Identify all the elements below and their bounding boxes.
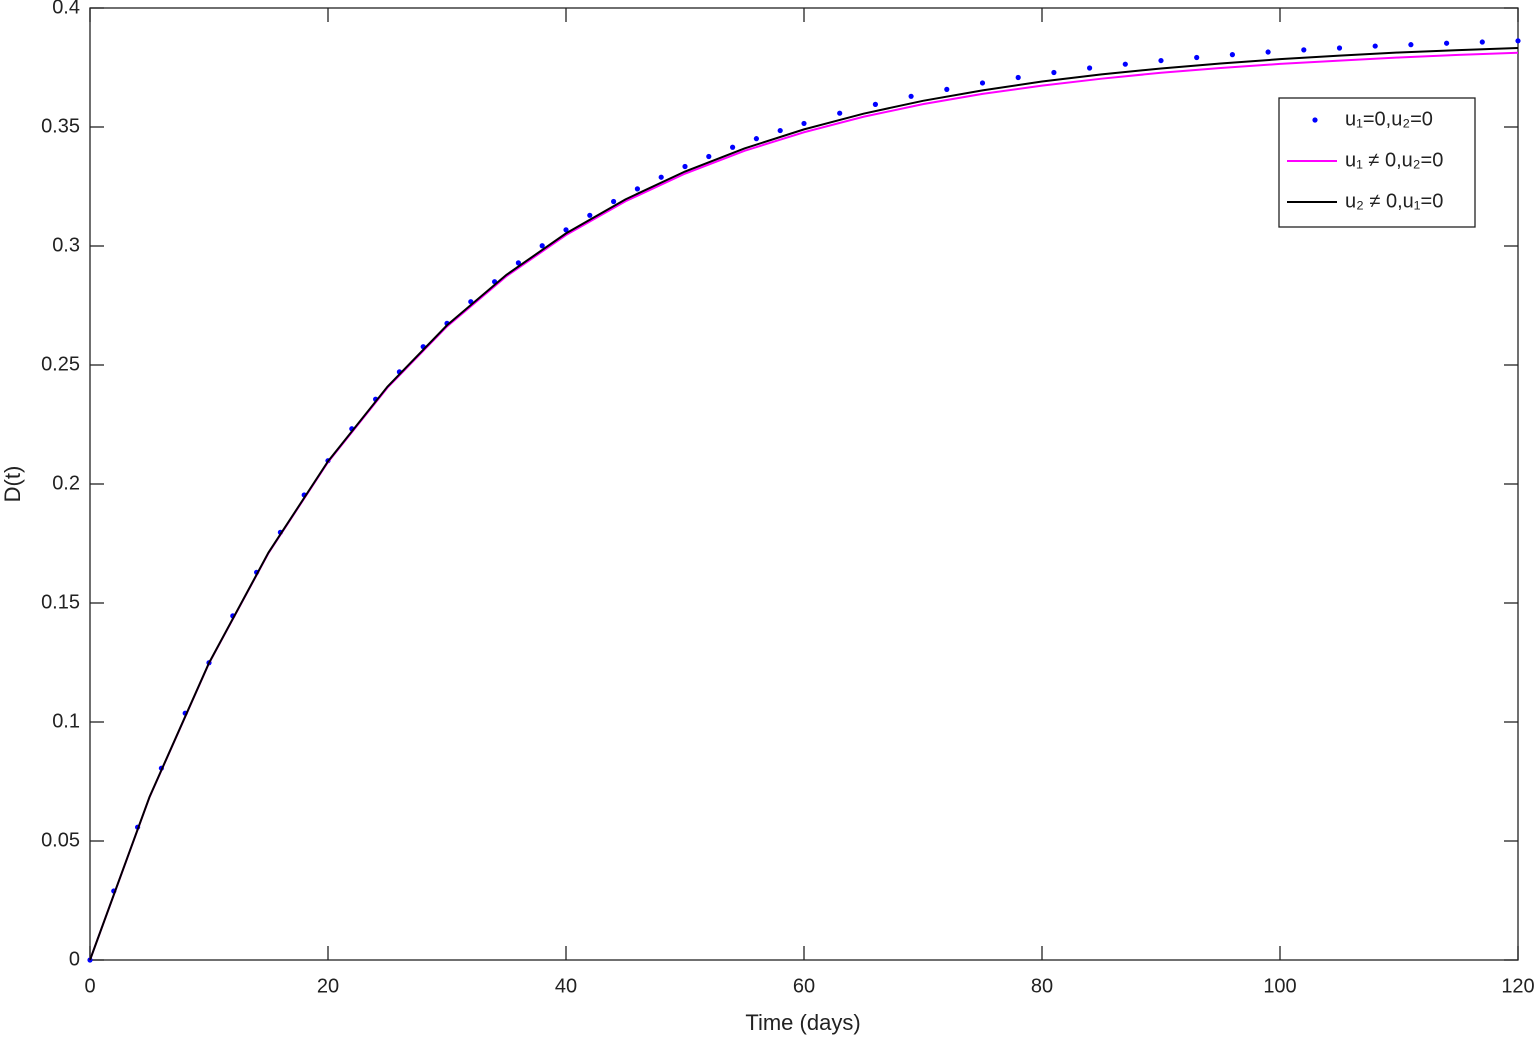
series-dot bbox=[1194, 54, 1200, 61]
series-dot bbox=[611, 198, 617, 205]
series-dot bbox=[1122, 61, 1128, 67]
series-dot bbox=[658, 174, 664, 180]
series-dot bbox=[1015, 74, 1021, 81]
series-dot bbox=[1479, 39, 1485, 45]
x-tick-label: 100 bbox=[1263, 975, 1296, 997]
x-tick-label: 40 bbox=[555, 975, 577, 997]
series-dot bbox=[682, 163, 688, 170]
legend-label: u₁=0,u₂=0 bbox=[1345, 108, 1433, 130]
x-tick-label: 20 bbox=[317, 975, 339, 997]
series-dot bbox=[908, 93, 914, 99]
series-dot bbox=[730, 144, 736, 150]
legend-label: u₁ ≠ 0,u₂=0 bbox=[1345, 149, 1443, 171]
series-dot bbox=[1444, 40, 1450, 46]
series-dot bbox=[587, 212, 593, 218]
series-dot bbox=[837, 110, 843, 116]
y-tick-label: 0 bbox=[69, 948, 80, 970]
y-tick-label: 0.3 bbox=[52, 234, 80, 256]
series-dot bbox=[777, 127, 783, 134]
series-dot bbox=[979, 80, 986, 86]
y-tick-label: 0.35 bbox=[41, 115, 80, 137]
legend-box bbox=[1278, 97, 1476, 228]
series-dot bbox=[1229, 52, 1235, 58]
series-dot bbox=[1372, 43, 1378, 49]
series-dot bbox=[515, 260, 522, 266]
series-dot bbox=[634, 186, 641, 192]
x-tick-label: 120 bbox=[1501, 975, 1534, 997]
y-axis-label: D(t) bbox=[0, 466, 25, 503]
series-dot bbox=[801, 120, 807, 127]
y-tick-label: 0.05 bbox=[41, 829, 80, 851]
x-tick-label: 80 bbox=[1031, 975, 1053, 997]
series-dot bbox=[1408, 42, 1414, 48]
series-dot bbox=[753, 136, 760, 142]
series-dot bbox=[706, 153, 712, 160]
y-tick-label: 0.2 bbox=[52, 472, 80, 494]
y-tick-label: 0.1 bbox=[52, 710, 80, 732]
series-dot bbox=[1087, 65, 1093, 71]
series-dot bbox=[1265, 49, 1271, 55]
y-tick-label: 0.25 bbox=[41, 353, 80, 375]
y-tick-label: 0.4 bbox=[52, 0, 80, 18]
legend-label: u₂ ≠ 0,u₁=0 bbox=[1345, 190, 1443, 212]
legend-marker bbox=[1312, 117, 1318, 123]
series-dot bbox=[1336, 45, 1343, 51]
x-tick-label: 0 bbox=[84, 975, 95, 997]
x-tick-label: 60 bbox=[793, 975, 815, 997]
series-dot bbox=[944, 86, 950, 92]
series-dot bbox=[1051, 69, 1057, 76]
series-line bbox=[89, 46, 1519, 961]
series-dot bbox=[1158, 57, 1164, 64]
plot-frame bbox=[89, 7, 1519, 961]
series-dot bbox=[1301, 47, 1307, 53]
series-dot bbox=[539, 243, 545, 249]
series-dot bbox=[563, 227, 569, 233]
x-axis-label: Time (days) bbox=[745, 1010, 860, 1035]
series-dot bbox=[872, 101, 879, 107]
series-dot bbox=[1515, 38, 1521, 44]
y-tick-label: 0.15 bbox=[41, 591, 80, 613]
